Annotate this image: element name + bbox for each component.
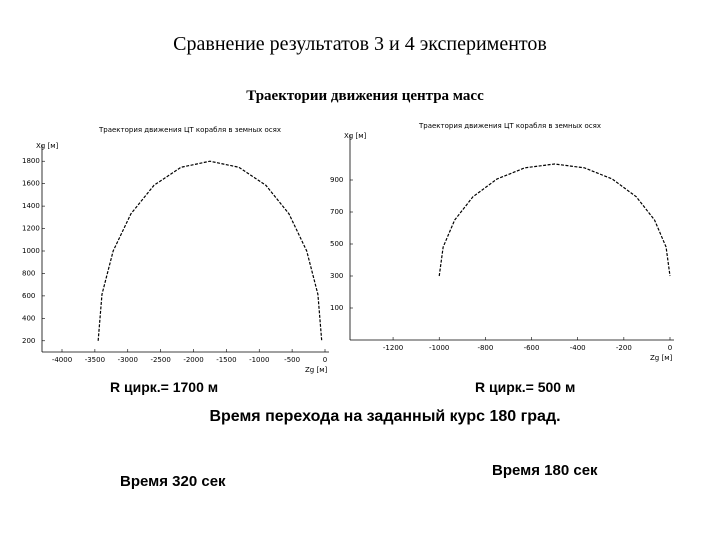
y-tick-label: 600 [22, 292, 35, 300]
y-tick-label: 1800 [22, 157, 40, 165]
chart-title: Траектория движения ЦТ корабля в земных … [418, 122, 601, 130]
y-tick-label: 1200 [22, 225, 40, 233]
x-tick-label: -3000 [118, 356, 138, 364]
x-tick-label: -2000 [183, 356, 203, 364]
slide-title: Сравнение результатов 3 и 4 эксперименто… [173, 33, 547, 55]
y-tick-label: 900 [330, 176, 343, 184]
x-axis-label: Zg [м] [650, 354, 672, 362]
time-label: Время 320 сек [120, 473, 226, 490]
x-tick-label: 0 [668, 344, 672, 352]
chart-title: Траектория движения ЦТ корабля в земных … [98, 126, 281, 134]
slide-subtitle: Траектории движения центра масс [246, 88, 484, 104]
x-tick-label: -1500 [216, 356, 236, 364]
x-tick-label: -1200 [383, 344, 403, 352]
y-tick-label: 1000 [22, 247, 40, 255]
y-tick-label: 1400 [22, 202, 40, 210]
trajectory [97, 160, 323, 341]
x-tick-label: -200 [616, 344, 632, 352]
y-tick-label: 400 [22, 314, 35, 322]
x-tick-label: -800 [477, 344, 493, 352]
y-tick-label: 100 [330, 304, 343, 312]
x-tick-label: -1000 [249, 356, 269, 364]
trajectory [438, 163, 671, 277]
y-tick-label: 300 [330, 272, 343, 280]
x-tick-label: -3500 [85, 356, 105, 364]
radius-label: R цирк.= 1700 м [110, 379, 218, 395]
x-tick-label: 0 [323, 356, 327, 364]
x-axis-label: Zg [м] [305, 366, 327, 374]
caption: Время перехода на заданный курс 180 град… [209, 408, 560, 425]
x-tick-label: -400 [570, 344, 586, 352]
time-label: Время 180 сек [492, 462, 598, 479]
y-tick-label: 500 [330, 240, 343, 248]
radius-label: R цирк.= 500 м [475, 379, 575, 395]
x-tick-label: -500 [284, 356, 300, 364]
y-tick-label: 700 [330, 208, 343, 216]
y-axis-label: Xg [м] [36, 142, 58, 150]
x-tick-label: -1000 [429, 344, 449, 352]
y-tick-label: 200 [22, 337, 35, 345]
y-tick-label: 800 [22, 269, 35, 277]
y-axis-label: Xg [м] [344, 132, 366, 140]
x-tick-label: -4000 [52, 356, 72, 364]
y-tick-label: 1600 [22, 180, 40, 188]
x-tick-label: -600 [524, 344, 540, 352]
x-tick-label: -2500 [150, 356, 170, 364]
